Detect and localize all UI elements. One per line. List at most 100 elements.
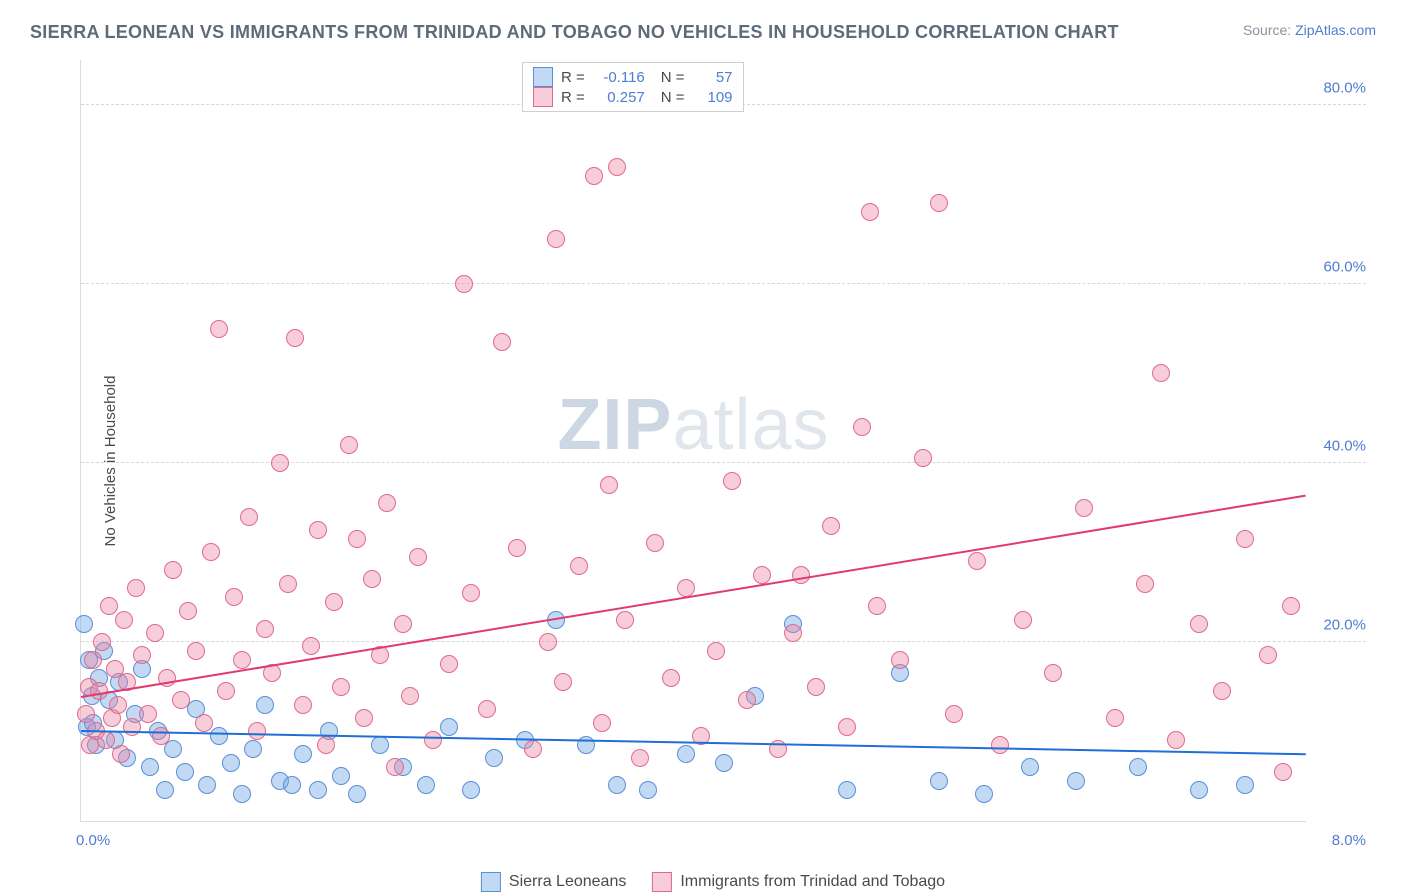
data-point: [930, 194, 948, 212]
data-point: [554, 673, 572, 691]
data-point: [1259, 646, 1277, 664]
legend-r-value: 0.257: [593, 89, 645, 106]
data-point: [1190, 781, 1208, 799]
legend-swatch: [652, 872, 672, 892]
data-point: [478, 700, 496, 718]
data-point: [646, 534, 664, 552]
data-point: [1167, 731, 1185, 749]
data-point: [210, 320, 228, 338]
data-point: [302, 637, 320, 655]
data-point: [187, 642, 205, 660]
legend-n-value: 57: [693, 69, 733, 86]
data-point: [139, 705, 157, 723]
data-point: [570, 557, 588, 575]
chart-title: SIERRA LEONEAN VS IMMIGRANTS FROM TRINID…: [30, 22, 1119, 43]
data-point: [75, 615, 93, 633]
data-point: [1136, 575, 1154, 593]
data-point: [378, 494, 396, 512]
data-point: [707, 642, 725, 660]
data-point: [133, 646, 151, 664]
data-point: [294, 696, 312, 714]
data-point: [115, 611, 133, 629]
data-point: [386, 758, 404, 776]
data-point: [930, 772, 948, 790]
x-tick-label: 0.0%: [76, 832, 110, 849]
data-point: [112, 745, 130, 763]
data-point: [348, 785, 366, 803]
x-tick-label: 8.0%: [1332, 832, 1366, 849]
data-point: [968, 552, 986, 570]
data-point: [1236, 776, 1254, 794]
data-point: [309, 781, 327, 799]
data-point: [485, 749, 503, 767]
data-point: [348, 530, 366, 548]
data-point: [1282, 597, 1300, 615]
data-point: [256, 620, 274, 638]
data-point: [179, 602, 197, 620]
data-point: [233, 651, 251, 669]
legend-n-value: 109: [693, 89, 733, 106]
data-point: [639, 781, 657, 799]
data-point: [462, 781, 480, 799]
legend-n-label: N =: [661, 69, 685, 86]
data-point: [991, 736, 1009, 754]
data-point: [1190, 615, 1208, 633]
data-point: [146, 624, 164, 642]
data-point: [1044, 664, 1062, 682]
data-point: [363, 570, 381, 588]
trend-line: [81, 494, 1306, 697]
legend-swatch: [533, 87, 553, 107]
data-point: [975, 785, 993, 803]
data-point: [677, 745, 695, 763]
data-point: [340, 436, 358, 454]
data-point: [891, 651, 909, 669]
data-point: [539, 633, 557, 651]
data-point: [493, 333, 511, 351]
data-point: [93, 633, 111, 651]
legend-series-name: Sierra Leoneans: [509, 873, 626, 891]
data-point: [753, 566, 771, 584]
data-point: [838, 781, 856, 799]
data-point: [631, 749, 649, 767]
data-point: [195, 714, 213, 732]
data-point: [838, 718, 856, 736]
data-point: [1067, 772, 1085, 790]
data-point: [547, 230, 565, 248]
data-point: [100, 597, 118, 615]
y-tick-label: 20.0%: [1311, 616, 1366, 633]
data-point: [332, 678, 350, 696]
data-point: [317, 736, 335, 754]
data-point: [1075, 499, 1093, 517]
data-point: [198, 776, 216, 794]
data-point: [283, 776, 301, 794]
data-point: [608, 776, 626, 794]
legend-n-label: N =: [661, 89, 685, 106]
data-point: [240, 508, 258, 526]
data-point: [1014, 611, 1032, 629]
legend-item: Sierra Leoneans: [481, 872, 626, 892]
legend-swatch: [481, 872, 501, 892]
data-point: [600, 476, 618, 494]
data-point: [244, 740, 262, 758]
data-point: [394, 615, 412, 633]
y-tick-label: 60.0%: [1311, 258, 1366, 275]
data-point: [914, 449, 932, 467]
data-point: [1129, 758, 1147, 776]
data-point: [279, 575, 297, 593]
data-point: [868, 597, 886, 615]
data-point: [123, 718, 141, 736]
data-point: [271, 454, 289, 472]
data-point: [1152, 364, 1170, 382]
data-point: [1274, 763, 1292, 781]
data-point: [164, 561, 182, 579]
data-point: [325, 593, 343, 611]
data-point: [1106, 709, 1124, 727]
source-link[interactable]: ZipAtlas.com: [1295, 22, 1376, 38]
data-point: [524, 740, 542, 758]
data-point: [585, 167, 603, 185]
data-point: [156, 781, 174, 799]
data-point: [723, 472, 741, 490]
data-point: [1236, 530, 1254, 548]
y-tick-label: 80.0%: [1311, 79, 1366, 96]
legend-series-name: Immigrants from Trinidad and Tobago: [680, 873, 945, 891]
